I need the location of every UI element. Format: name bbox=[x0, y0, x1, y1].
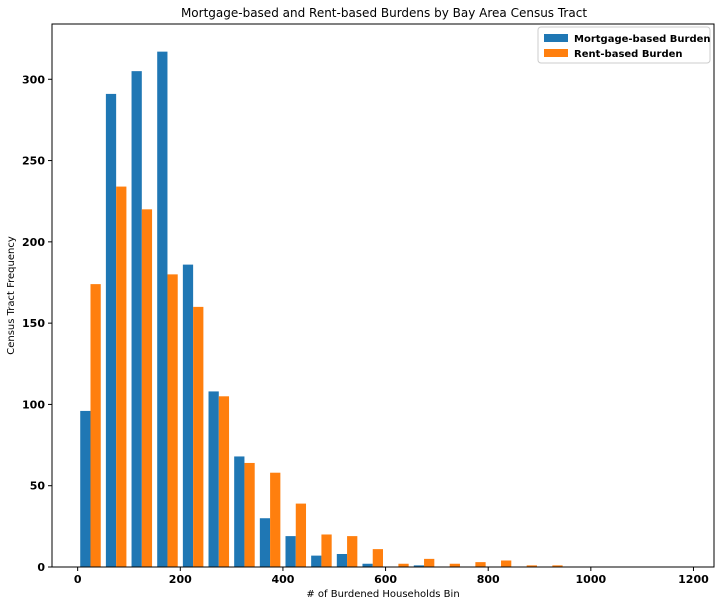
mortgage-bar-250 bbox=[208, 391, 219, 567]
mortgage-bar-300 bbox=[234, 456, 245, 567]
y-tick-label-150: 150 bbox=[22, 317, 45, 330]
rent-bar-850 bbox=[526, 565, 537, 567]
rent-bar-250 bbox=[218, 396, 230, 567]
rent-bar-900 bbox=[552, 565, 563, 567]
y-tick-label-250: 250 bbox=[22, 155, 45, 168]
rent-bar-50 bbox=[116, 186, 127, 568]
legend-swatch-mortgage bbox=[544, 34, 568, 42]
rent-bar-800 bbox=[501, 560, 512, 567]
mortgage-bar-350 bbox=[259, 518, 271, 567]
x-axis-label: # of Burdened Households Bin bbox=[306, 589, 459, 600]
x-tick-label-600: 600 bbox=[374, 573, 397, 586]
chart-title: Mortgage-based and Rent-based Burdens by… bbox=[181, 6, 587, 20]
x-tick-label-1000: 1000 bbox=[576, 573, 607, 586]
mortgage-bar-500 bbox=[336, 553, 348, 567]
mortgage-bar-650 bbox=[413, 565, 425, 567]
rent-bar-350 bbox=[270, 472, 281, 567]
mortgage-bar-50 bbox=[105, 93, 117, 567]
mortgage-bar-550 bbox=[362, 563, 373, 567]
rent-bar-0 bbox=[90, 284, 101, 567]
legend: Mortgage-based Burden Rent-based Burden bbox=[537, 26, 711, 64]
x-tick-label-800: 800 bbox=[477, 573, 500, 586]
rent-bar-650 bbox=[424, 558, 435, 567]
rent-bar-400 bbox=[295, 503, 307, 567]
rent-bar-100 bbox=[141, 209, 153, 567]
plot-frame bbox=[51, 23, 715, 568]
rent-bar-150 bbox=[167, 274, 178, 567]
y-tick-label-50: 50 bbox=[30, 480, 46, 493]
rent-bar-600 bbox=[398, 563, 409, 567]
rent-bar-200 bbox=[193, 306, 204, 567]
x-tick-label-0: 0 bbox=[74, 573, 82, 586]
mortgage-bar-0 bbox=[80, 410, 91, 567]
rent-bar-750 bbox=[475, 562, 486, 567]
rent-bar-450 bbox=[321, 534, 332, 567]
bars-layer bbox=[80, 51, 563, 568]
y-tick-label-300: 300 bbox=[22, 73, 45, 86]
x-tick-label-1200: 1200 bbox=[678, 573, 709, 586]
x-tick-label-200: 200 bbox=[169, 573, 192, 586]
y-axis: 0 50 100 150 200 250 300 bbox=[22, 73, 52, 574]
mortgage-bar-200 bbox=[182, 264, 194, 567]
x-axis: 0 200 400 600 800 1000 1200 bbox=[74, 567, 709, 586]
mortgage-bar-100 bbox=[131, 71, 142, 568]
rent-bar-700 bbox=[449, 563, 460, 567]
mortgage-bar-450 bbox=[311, 555, 322, 567]
mortgage-bar-400 bbox=[285, 536, 296, 567]
legend-label-mortgage: Mortgage-based Burden bbox=[574, 34, 711, 45]
y-tick-label-200: 200 bbox=[22, 236, 45, 249]
legend-label-rent: Rent-based Burden bbox=[574, 49, 683, 60]
mortgage-bar-150 bbox=[157, 51, 168, 568]
legend-swatch-rent bbox=[544, 49, 568, 57]
rent-bar-500 bbox=[347, 536, 358, 567]
rent-bar-300 bbox=[244, 462, 255, 567]
rent-bar-550 bbox=[372, 549, 383, 567]
y-tick-label-100: 100 bbox=[22, 398, 45, 411]
x-tick-label-400: 400 bbox=[271, 573, 294, 586]
y-tick-label-0: 0 bbox=[37, 561, 45, 574]
legend-box bbox=[537, 26, 711, 64]
y-axis-label: Census Tract Frequency bbox=[6, 236, 17, 355]
